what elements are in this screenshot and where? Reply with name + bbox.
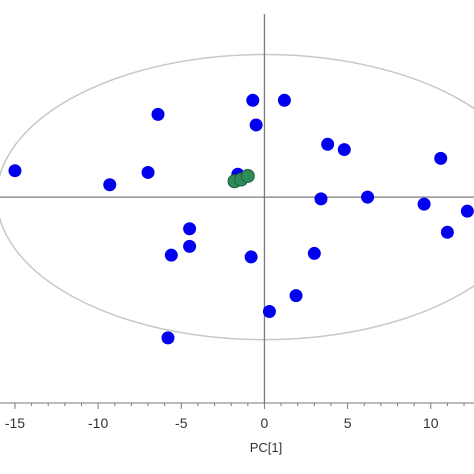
data-point-blue xyxy=(262,304,276,318)
x-tick-label: 10 xyxy=(423,415,439,431)
data-point-blue xyxy=(8,164,22,178)
x-axis-label: PC[1] xyxy=(250,440,283,455)
data-point-blue xyxy=(103,178,117,192)
data-point-blue xyxy=(314,192,328,206)
data-point-green xyxy=(240,168,255,183)
data-point-blue xyxy=(307,246,321,260)
data-point-blue xyxy=(164,248,178,262)
data-point-blue xyxy=(183,222,197,236)
x-tick-label: -5 xyxy=(175,415,188,431)
x-tick-label: 0 xyxy=(261,415,269,431)
data-point-blue xyxy=(361,190,375,204)
x-tick-label: -10 xyxy=(88,415,108,431)
data-point-blue xyxy=(161,331,175,345)
data-point-blue xyxy=(417,197,431,211)
data-point-blue xyxy=(434,151,448,165)
x-axis-tick-labels: -15 -10 -5 0 5 10 xyxy=(5,415,439,431)
data-point-blue xyxy=(289,289,303,303)
data-point-blue xyxy=(249,118,263,132)
data-point-blue xyxy=(183,239,197,253)
data-point-blue xyxy=(141,165,155,179)
x-tick-label: 5 xyxy=(344,415,352,431)
x-tick-label: -15 xyxy=(5,415,25,431)
x-axis-ticks xyxy=(14,403,465,409)
data-point-blue xyxy=(321,137,335,151)
data-point-blue xyxy=(244,250,258,264)
data-point-blue xyxy=(277,93,291,107)
data-point-blue xyxy=(460,204,474,218)
plot-area xyxy=(0,14,474,403)
data-point-blue xyxy=(246,93,260,107)
data-points xyxy=(8,93,474,345)
data-point-blue xyxy=(440,225,454,239)
data-point-blue xyxy=(337,143,351,157)
data-point-blue xyxy=(151,107,165,121)
